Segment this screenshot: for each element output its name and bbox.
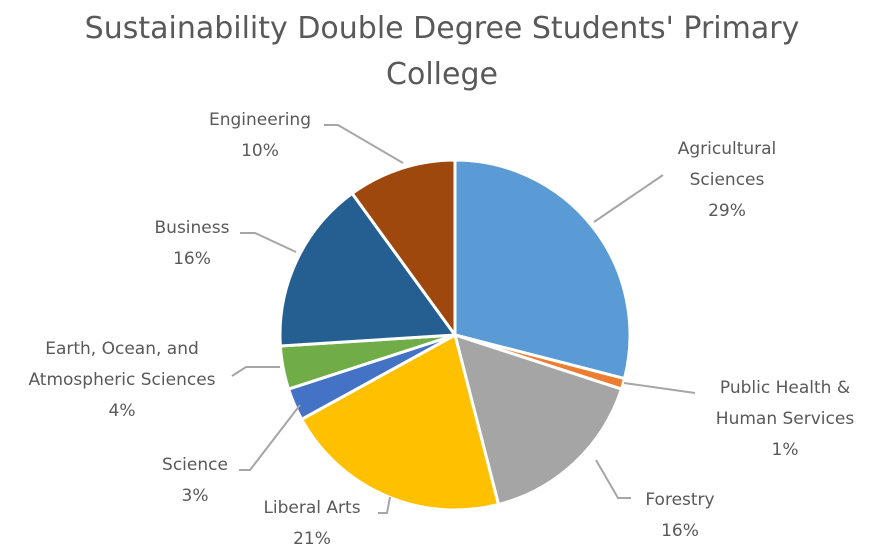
data-label-category: Atmospheric Sciences	[28, 370, 215, 390]
data-label-percent: 10%	[241, 141, 279, 161]
leader-line-liberal-arts	[378, 496, 391, 514]
data-label-forestry: Forestry 16%	[645, 490, 714, 541]
leader-line-engineering	[324, 124, 404, 164]
pie-slice-engineering	[350, 158, 457, 337]
data-label-category: Public Health &	[720, 378, 850, 398]
data-label-percent: 16%	[173, 249, 211, 269]
data-label-engineering: Engineering 10%	[209, 110, 311, 161]
data-label-percent: 4%	[109, 401, 136, 421]
pie-slice-liberal-arts	[300, 333, 501, 512]
data-label-earth-ocean-and-atmospheric-sciences: Earth, Ocean, and Atmospheric Sciences 4%	[28, 339, 215, 421]
leader-lines	[231, 124, 696, 514]
data-label-category: Sciences	[690, 170, 765, 190]
chart-title-line-2: College	[386, 57, 498, 92]
leader-line-science	[239, 404, 301, 471]
data-label-percent: 29%	[708, 201, 746, 221]
data-label-percent: 3%	[182, 486, 209, 506]
data-label-category: Forestry	[645, 490, 714, 510]
data-label-business: Business 16%	[155, 218, 230, 269]
pie-slice-agricultural-sciences	[453, 158, 632, 381]
pie-slices	[278, 158, 632, 512]
data-label-percent: 1%	[772, 440, 799, 460]
leader-line-business	[240, 232, 297, 253]
pie-slice-business	[278, 191, 457, 348]
data-label-category: Liberal Arts	[263, 498, 360, 518]
leader-line-earth-ocean-and-atmospheric-sciences	[231, 366, 280, 377]
chart-title-line-1: Sustainability Double Degree Students' P…	[84, 11, 800, 46]
data-label-category: Engineering	[209, 110, 311, 130]
data-label-category: Earth, Ocean, and	[45, 339, 199, 359]
data-label-agricultural-sciences: Agricultural Sciences 29%	[678, 139, 777, 221]
leader-line-agricultural-sciences	[593, 174, 664, 223]
data-label-category: Human Services	[716, 409, 855, 429]
chart-title: Sustainability Double Degree Students' P…	[0, 6, 884, 98]
data-labels: Agricultural Sciences 29% Public Health & Hu…	[28, 110, 854, 549]
data-label-science: Science 3%	[162, 455, 228, 506]
data-label-public-health-human-services: Public Health & Human Services 1%	[716, 378, 855, 460]
leader-line-forestry	[595, 459, 631, 499]
data-label-percent: 21%	[293, 529, 331, 549]
pie-slice-forestry	[453, 333, 623, 506]
data-label-liberal-arts: Liberal Arts 21%	[263, 498, 360, 549]
data-label-percent: 16%	[661, 521, 699, 541]
data-label-category: Business	[155, 218, 230, 238]
data-label-category: Agricultural	[678, 139, 777, 159]
data-label-category: Science	[162, 455, 228, 475]
leader-line-public-health-human-services	[623, 382, 696, 394]
